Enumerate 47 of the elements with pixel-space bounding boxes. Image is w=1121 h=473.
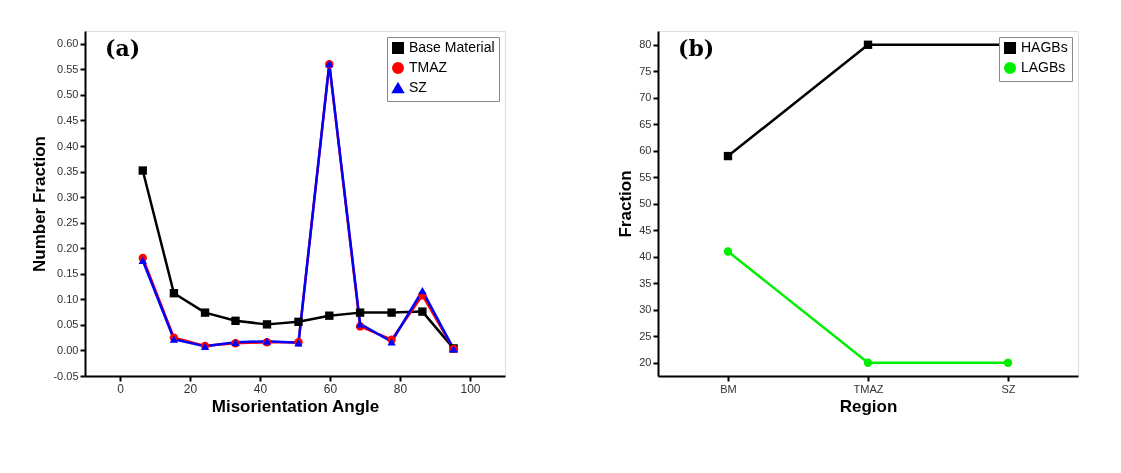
y-tick-label: 75 xyxy=(639,64,652,77)
legend-label: LAGBs xyxy=(1021,59,1066,75)
x-axis-title: Region xyxy=(839,396,898,416)
y-tick-label: 0.05 xyxy=(57,318,79,331)
chart-title: (b) xyxy=(678,35,715,61)
x-tick-label: 80 xyxy=(393,381,408,396)
x-axis-title: Misorientation Angle xyxy=(211,396,380,416)
x-tick-label: SZ xyxy=(1001,382,1016,395)
y-tick-label: 0.50 xyxy=(57,88,79,101)
y-axis-title: Fraction xyxy=(616,170,636,238)
x-tick-label: 60 xyxy=(323,381,338,396)
y-tick-label: 0.60 xyxy=(57,37,79,50)
y-tick-label: 25 xyxy=(639,329,652,342)
y-tick-label: 0.55 xyxy=(57,62,79,75)
y-tick-label: 50 xyxy=(639,197,652,210)
y-tick-label: 55 xyxy=(639,170,652,183)
y-tick-label: 0.35 xyxy=(57,165,79,178)
x-tick-label: 20 xyxy=(183,381,198,396)
y-tick-label: 0.45 xyxy=(57,113,79,126)
y-tick-label: 70 xyxy=(639,91,652,104)
x-tick-label: BM xyxy=(720,382,737,395)
x-tick-label: 40 xyxy=(253,381,268,396)
legend-label: TMAZ xyxy=(409,59,448,75)
legend-label: HAGBs xyxy=(1021,39,1068,55)
x-tick-label: 0 xyxy=(117,381,125,396)
y-tick-label: 0.30 xyxy=(57,190,79,203)
y-tick-label: 35 xyxy=(639,276,652,289)
y-tick-label: 0.10 xyxy=(57,292,79,305)
x-tick-label: 100 xyxy=(460,381,481,396)
y-tick-label: 80 xyxy=(639,38,652,51)
y-tick-label: 20 xyxy=(639,356,652,369)
x-tick-label: TMAZ xyxy=(853,382,884,395)
y-tick-label: 0.25 xyxy=(57,216,79,229)
y-tick-label: -0.05 xyxy=(53,369,79,382)
y-tick-label: 65 xyxy=(639,117,652,130)
y-axis-title: Number Fraction xyxy=(30,135,50,273)
y-tick-label: 0.20 xyxy=(57,241,79,254)
y-tick-label: 0.00 xyxy=(57,343,79,356)
y-tick-label: 45 xyxy=(639,223,652,236)
chart-title: (a) xyxy=(105,35,141,61)
y-tick-label: 0.40 xyxy=(57,139,79,152)
y-tick-label: 40 xyxy=(639,250,652,263)
y-tick-label: 60 xyxy=(639,144,652,157)
legend-label: SZ xyxy=(409,79,428,95)
y-tick-label: 0.15 xyxy=(57,267,79,280)
y-tick-label: 30 xyxy=(639,303,652,316)
legend-label: Base Material xyxy=(409,39,495,55)
